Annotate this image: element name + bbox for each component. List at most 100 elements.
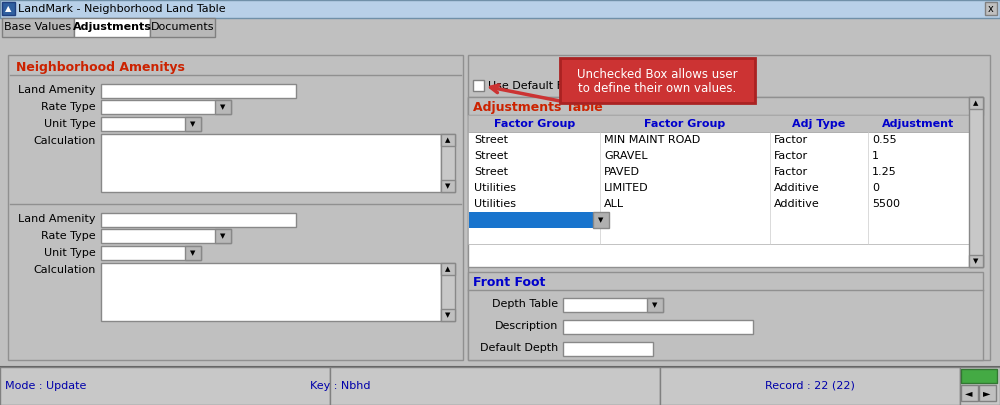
Bar <box>969 97 983 267</box>
Text: ▼: ▼ <box>445 312 451 318</box>
Text: Default Depth: Default Depth <box>480 343 558 353</box>
Text: 5500: 5500 <box>872 199 900 209</box>
Bar <box>961 369 997 383</box>
Text: Calculation: Calculation <box>34 136 96 146</box>
Text: ▼: ▼ <box>973 258 979 264</box>
Text: Adj Type: Adj Type <box>792 119 846 129</box>
Bar <box>330 367 660 405</box>
Bar <box>0 367 330 405</box>
Bar <box>215 100 231 114</box>
Text: ▲: ▲ <box>445 137 451 143</box>
Text: ▼: ▼ <box>220 104 226 110</box>
Bar <box>985 2 997 15</box>
Text: Utilities: Utilities <box>474 183 516 193</box>
Text: Street: Street <box>474 167 508 177</box>
Text: PAVED: PAVED <box>604 167 640 177</box>
Text: ◄: ◄ <box>965 388 973 398</box>
Text: 0.55: 0.55 <box>872 135 897 145</box>
Bar <box>473 80 484 91</box>
Bar <box>74 18 150 37</box>
Bar <box>660 367 960 405</box>
Bar <box>101 134 441 192</box>
Text: Street: Street <box>474 135 508 145</box>
Text: Additive: Additive <box>774 199 820 209</box>
Bar <box>979 385 996 401</box>
Text: Unit Type: Unit Type <box>44 248 96 258</box>
Bar <box>101 84 296 98</box>
Bar <box>185 117 201 131</box>
Text: 1.25: 1.25 <box>872 167 897 177</box>
Bar <box>101 246 201 260</box>
Text: Use Default Factors: Use Default Factors <box>488 81 596 91</box>
Bar <box>0 37 1000 367</box>
Bar <box>441 180 455 192</box>
Text: ▼: ▼ <box>652 302 658 308</box>
Text: Adjustments Table: Adjustments Table <box>473 100 603 113</box>
Text: Neighborhood Amenitys: Neighborhood Amenitys <box>16 60 185 73</box>
Text: Land Amenity: Land Amenity <box>18 85 96 95</box>
Text: GRAVEL: GRAVEL <box>604 151 648 161</box>
Text: LandMark - Neighborhood Land Table: LandMark - Neighborhood Land Table <box>18 4 226 14</box>
Bar <box>101 100 231 114</box>
Text: Key : Nbhd: Key : Nbhd <box>310 381 370 391</box>
Text: Additive: Additive <box>774 183 820 193</box>
Bar <box>101 117 201 131</box>
Bar <box>969 255 983 267</box>
Bar <box>563 320 753 334</box>
Text: Land Amenity: Land Amenity <box>18 214 96 224</box>
Bar <box>560 58 755 103</box>
Bar <box>468 115 969 132</box>
Text: Front Foot: Front Foot <box>473 275 545 288</box>
Text: Factor: Factor <box>774 167 808 177</box>
Bar <box>969 97 983 109</box>
Bar <box>8 55 463 360</box>
Text: Base Values: Base Values <box>4 22 72 32</box>
Text: Rate Type: Rate Type <box>41 102 96 112</box>
Bar <box>468 132 969 244</box>
Bar <box>441 134 455 146</box>
Text: ▼: ▼ <box>445 183 451 189</box>
Text: ▲: ▲ <box>445 266 451 272</box>
Text: 0: 0 <box>872 183 879 193</box>
Bar <box>150 18 215 37</box>
Text: ▼: ▼ <box>598 217 604 223</box>
FancyArrowPatch shape <box>491 85 567 102</box>
Bar <box>563 342 653 356</box>
Bar <box>441 263 455 321</box>
Text: Factor: Factor <box>774 151 808 161</box>
Text: ▲: ▲ <box>5 4 12 13</box>
Bar <box>185 246 201 260</box>
Text: ▼: ▼ <box>190 121 196 127</box>
Text: Adjustments: Adjustments <box>73 22 151 32</box>
Bar <box>593 212 609 228</box>
Bar <box>2 18 74 37</box>
Text: Unit Type: Unit Type <box>44 119 96 129</box>
Text: ▲: ▲ <box>973 100 979 106</box>
Text: Factor: Factor <box>774 135 808 145</box>
Text: Factor Group: Factor Group <box>494 119 576 129</box>
Bar <box>647 298 663 312</box>
Bar <box>961 385 978 401</box>
Bar <box>468 97 983 115</box>
Bar <box>0 367 1000 405</box>
Text: ►: ► <box>983 388 991 398</box>
Bar <box>0 18 1000 38</box>
Text: Adjustment: Adjustment <box>882 119 954 129</box>
Text: x: x <box>988 4 994 13</box>
Text: Utilities: Utilities <box>474 199 516 209</box>
Bar <box>101 213 296 227</box>
Text: Street: Street <box>474 151 508 161</box>
Bar <box>960 367 1000 405</box>
Text: Depth Table: Depth Table <box>492 299 558 309</box>
Bar <box>469 212 594 228</box>
Text: Unchecked Box allows user: Unchecked Box allows user <box>577 68 738 81</box>
Bar <box>468 97 983 267</box>
Text: MIN MAINT ROAD: MIN MAINT ROAD <box>604 135 700 145</box>
Text: Calculation: Calculation <box>34 265 96 275</box>
Text: to define their own values.: to define their own values. <box>578 81 737 94</box>
Text: LIMITED: LIMITED <box>604 183 649 193</box>
Text: ▼: ▼ <box>220 233 226 239</box>
Text: ▼: ▼ <box>190 250 196 256</box>
Bar <box>468 55 990 360</box>
Bar <box>441 309 455 321</box>
